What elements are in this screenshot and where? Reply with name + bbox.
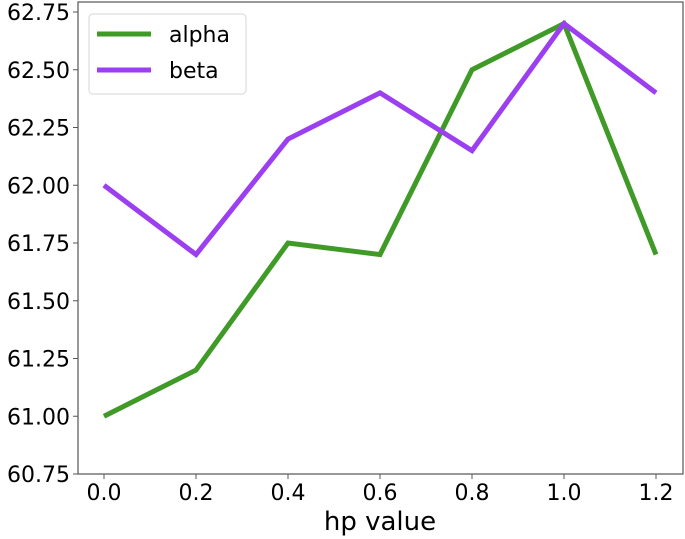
- x-tick-label: 0.0: [87, 481, 122, 506]
- legend: alpha beta: [88, 13, 247, 95]
- legend-label-alpha: alpha: [169, 23, 230, 48]
- series-line-beta: [102, 20, 658, 259]
- x-tick-label: 0.8: [455, 481, 490, 506]
- x-tick-label: 1.0: [547, 481, 582, 506]
- x-axis: 0.0 0.2 0.4 0.6 0.8 1.0 1.2: [87, 474, 674, 506]
- x-tick-label: 0.6: [363, 481, 398, 506]
- y-tick-label: 61.25: [7, 348, 70, 373]
- y-tick-label: 62.25: [7, 117, 70, 142]
- y-tick-label: 61.75: [7, 232, 70, 257]
- y-tick-label: 61.00: [7, 405, 70, 430]
- y-tick-label: 62.00: [7, 174, 70, 199]
- x-tick-label: 1.2: [639, 481, 674, 506]
- y-tick-label: 61.50: [7, 290, 70, 315]
- y-tick-label: 60.75: [7, 463, 70, 488]
- x-tick-label: 0.2: [179, 481, 214, 506]
- y-axis: 60.75 61.00 61.25 61.50 61.75 62.00 62.25 62.50…: [7, 1, 78, 488]
- legend-label-beta: beta: [169, 59, 219, 84]
- x-axis-label: hp value: [324, 507, 436, 537]
- series-lines: [102, 20, 659, 419]
- y-tick-label: 62.75: [7, 1, 70, 26]
- y-tick-label: 62.50: [7, 59, 70, 84]
- x-tick-label: 0.4: [271, 481, 306, 506]
